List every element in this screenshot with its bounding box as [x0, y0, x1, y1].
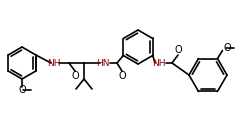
Text: O: O	[118, 71, 126, 81]
Text: O: O	[223, 43, 231, 53]
Text: HN: HN	[96, 59, 110, 67]
Text: O: O	[71, 71, 79, 81]
Text: NH: NH	[47, 59, 61, 67]
Text: NH: NH	[152, 59, 166, 67]
Text: O: O	[18, 85, 26, 95]
Text: O: O	[174, 45, 182, 55]
